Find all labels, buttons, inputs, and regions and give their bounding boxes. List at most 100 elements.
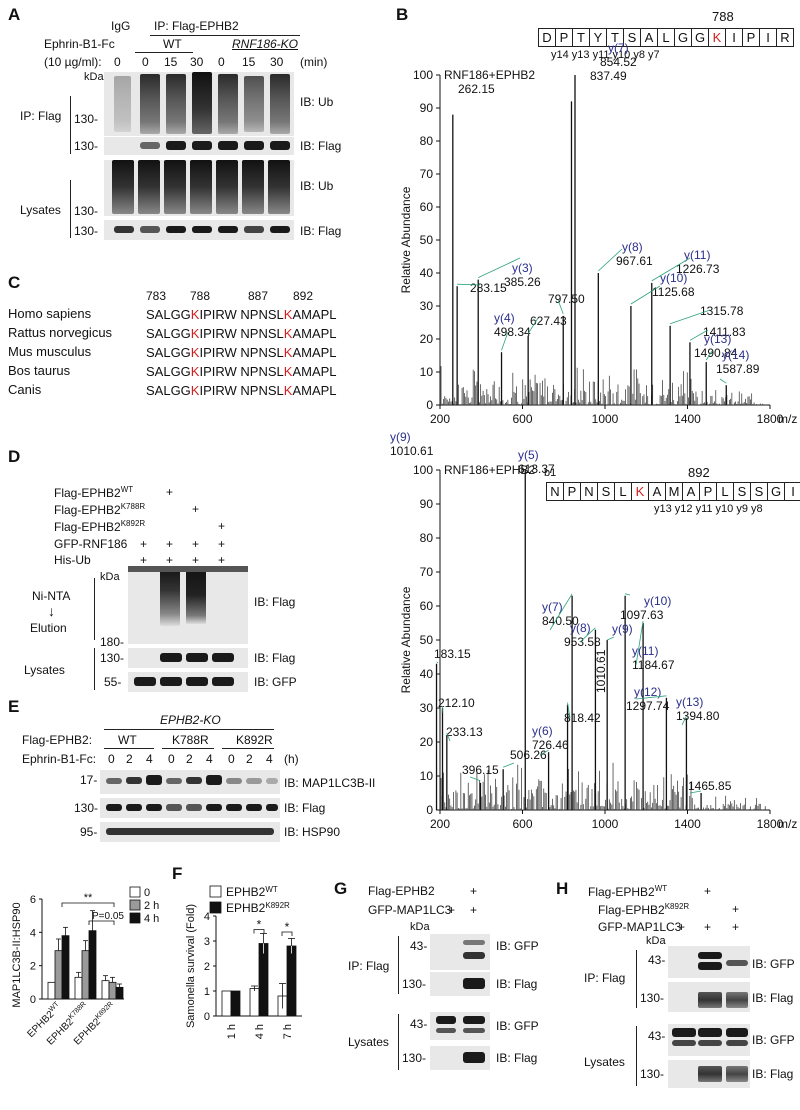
lys-bracket-g — [398, 1014, 399, 1070]
ib-e-1: IB: MAP1LC3B-II — [284, 776, 376, 790]
blot-a-ip-flag — [104, 137, 294, 155]
g-plus-1: + — [470, 884, 478, 898]
mw-a-4: 130- — [74, 224, 99, 238]
panel-label-h: H — [556, 879, 569, 898]
category-label: 4 h — [254, 1024, 266, 1039]
mw-g-1: 43- — [410, 939, 428, 953]
peak-label: 506.26 — [510, 748, 547, 762]
h-plus-3: + — [678, 920, 686, 934]
legend-sup: WT — [265, 885, 278, 894]
leader-line — [501, 331, 509, 351]
spectrum-bottom: 0 10 20 30 40 50 60 70 80 90 100 200 600 1000 1400 1800… — [390, 430, 797, 831]
peak-label: 1097.63 — [620, 608, 664, 622]
category-label: 7 h — [282, 1024, 294, 1039]
ion-label: y(7) — [542, 600, 563, 614]
plus-mark: + — [218, 537, 226, 551]
sig-bracket — [61, 902, 115, 907]
y-tick-label: 30 — [420, 701, 434, 715]
e-group-wt: WT — [118, 733, 137, 747]
site-788: 788 — [712, 9, 734, 24]
g-row-gfp: GFP-MAP1LC3 — [368, 903, 452, 917]
y-tick-label: 70 — [420, 167, 434, 181]
leader-line — [503, 762, 515, 768]
residue: Y — [589, 28, 607, 47]
peak-label: 1394.80 — [676, 709, 720, 723]
lys-bracket-d — [94, 648, 95, 690]
time-label-a: 15 — [242, 55, 256, 69]
leader-line — [630, 285, 661, 305]
ion-label: y(3) — [512, 261, 533, 275]
ib-h-2: IB: Flag — [752, 991, 794, 1005]
y-tick-label: 80 — [420, 134, 434, 148]
peak-label: 840.50 — [542, 614, 579, 628]
y-tick-label: 60 — [420, 599, 434, 613]
arrow-down-icon: ↓ — [48, 603, 55, 619]
sig-star: * — [285, 920, 290, 934]
y-tick-label: 50 — [420, 633, 434, 647]
mw-d-1: 180- — [100, 635, 125, 649]
ib-h-4: IB: Flag — [752, 1067, 794, 1081]
ion-label: y(12) — [634, 685, 661, 699]
peak-label: 183.15 — [434, 647, 471, 661]
peak-label: 818.42 — [564, 711, 601, 725]
leader-line — [436, 661, 439, 664]
y-tick-label: 30 — [420, 299, 434, 313]
time-label-e: 4 — [266, 752, 273, 766]
x-tick-label: 1400 — [674, 412, 701, 426]
lysates-a: Lysates — [20, 203, 61, 217]
g-row-flag: Flag-EPHB2 — [368, 884, 435, 898]
ip-bracket-h — [636, 950, 637, 1008]
bar — [47, 981, 56, 1000]
elution-bracket — [94, 578, 95, 640]
residue: P — [555, 28, 573, 47]
blot-d-lys-gfp — [128, 672, 248, 692]
ion-label: y(8) — [570, 621, 591, 635]
ion-label: y(5) — [518, 448, 539, 462]
sig-bracket — [281, 931, 293, 936]
leader-line — [549, 593, 573, 631]
ib-g-1: IB: GFP — [496, 939, 539, 953]
x-tick-label: 1800 — [757, 412, 784, 426]
ip-flag-a: IP: Flag — [20, 109, 62, 123]
ions-top: y14 y13 y11 y10 y8 y7 — [551, 49, 660, 61]
time-label-e: 2 — [186, 752, 193, 766]
y-axis-label: Relative Abundance — [399, 586, 413, 693]
mw-h-3: 43- — [648, 1029, 666, 1043]
ib-h-3: IB: GFP — [752, 1033, 795, 1047]
y-tick-label: 2 — [30, 961, 36, 973]
spectrum-top: 0 10 20 30 40 50 60 70 80 90 100 200 600 1000 1400 1800… — [399, 41, 797, 426]
residue: G — [691, 28, 709, 47]
time-unit: (min) — [300, 55, 328, 69]
ion-label: y(11) — [684, 248, 710, 262]
peak-label: 233.13 — [446, 725, 483, 739]
bar — [286, 945, 297, 1017]
h-row-k892r: Flag-EPHB2K892R — [598, 902, 690, 917]
y-axis-label: Samonella survival (Fold) — [185, 904, 197, 1028]
y-tick-label: 10 — [420, 769, 434, 783]
kda-label-d: kDa — [100, 571, 120, 583]
site-892: 892 — [688, 465, 710, 480]
mw-e-3: 95- — [80, 825, 98, 839]
legend-swatch — [129, 899, 141, 911]
ib-a-2: IB: Flag — [300, 139, 342, 153]
legend-swatch — [209, 901, 222, 914]
species-name: Mus musculus — [8, 344, 92, 359]
time-label-e: 2 — [246, 752, 253, 766]
bar — [115, 986, 124, 1000]
bar — [108, 981, 117, 1000]
kda-h: kDa — [646, 935, 666, 947]
leader-line — [598, 248, 623, 272]
plus-mark: + — [166, 537, 174, 551]
ion-label: y(10) — [644, 594, 671, 608]
residue: A — [640, 28, 658, 47]
alignment-row: SALGGKIPIRW NPNSLKAMAPL — [146, 307, 337, 322]
panel-label-d: D — [8, 447, 21, 466]
b1-ion: b1 — [544, 467, 557, 479]
blot-a-ip-ub — [104, 72, 294, 136]
ions-bottom: y13 y12 y11 y10 y9 y8 — [654, 503, 763, 515]
ib-d-1: IB: Flag — [254, 595, 296, 609]
leader-line — [651, 257, 691, 282]
mw-g-3: 43- — [410, 1017, 428, 1031]
